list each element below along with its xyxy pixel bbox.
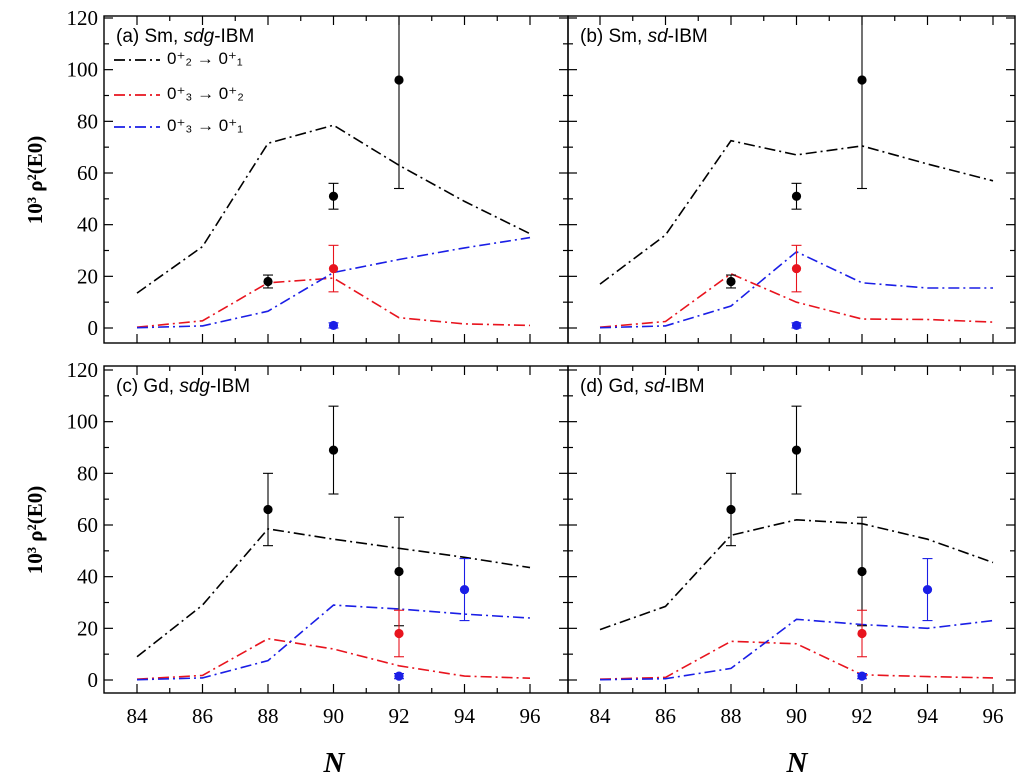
panel-marks [599,405,994,681]
x-tick-label: 92 [852,704,873,728]
x-axis-title-right: N [786,747,809,779]
panel-label-part: (a) Sm, [116,26,184,47]
x-axis-title-left: N [323,747,346,779]
y-tick-label: 20 [77,264,98,288]
legend-label-s32: 0⁺₃ → 0⁺₂ [167,84,244,103]
legend: 0⁺₂ → 0⁺₁ 0⁺₃ → 0⁺₂ 0⁺₃ → 0⁺₁ [114,49,244,135]
data-point [394,671,404,681]
panel-label-part: (c) Gd, [116,376,179,397]
y-tick-label: 60 [77,161,98,185]
data-point [791,263,802,274]
series-line-s31 [136,604,531,681]
data-point [394,628,404,639]
x-tick-label: 96 [520,704,541,728]
series-line-s32 [136,637,531,680]
x-tick-label: 84 [590,704,612,728]
series-line-s31 [136,236,531,329]
x-tick-label: 86 [192,704,213,728]
x-tick-label: 88 [721,704,742,728]
panel-a: 0 20 40 60 80 100 120 (a) Sm, sdg-IBM [67,6,569,344]
data-point [328,320,339,331]
data-point [263,276,273,287]
data-point [726,276,736,287]
panel-label-part: -IBM [214,26,254,47]
y-tick-label: 120 [67,358,99,382]
panel-label-part: sd [648,26,670,47]
x-tick-label: 88 [258,704,279,728]
series-line-s31 [599,618,994,681]
data-point [857,671,867,681]
y-tick-label: 0 [88,316,99,340]
panel-marks [136,16,531,331]
panel-label-part: (b) Sm, [580,26,648,47]
x-tick-label: 84 [127,704,149,728]
data-point [328,445,339,455]
y-tick-label: 0 [88,668,99,692]
panel-label: (d) Gd, sd-IBM [580,376,705,397]
series-line-s32 [136,277,531,328]
series-line-s32 [599,272,994,328]
series-line-s21 [136,528,531,658]
data-point [791,320,802,331]
panel-c: 84 86 88 90 92 94 96 0 20 40 60 80 100 120 (c) Gd, sdg… [67,358,569,728]
panel-label-part: sdg [184,26,215,47]
data-point [459,584,470,595]
data-point [857,566,867,577]
panel-label-part: -IBM [664,376,704,397]
panel-label-part: sdg [179,376,210,397]
data-point [726,504,736,515]
data-point [857,628,867,639]
x-tick-label: 90 [323,704,344,728]
panel-label-part: sd [644,376,666,397]
series-line-s32 [599,640,994,680]
panel-label: (c) Gd, sdg-IBM [116,376,250,397]
series-line-s21 [599,518,994,631]
x-tick-label: 90 [786,704,807,728]
x-tick-label: 94 [454,704,476,728]
data-point [394,566,404,577]
y-axis-title-top: 10³ ρ²(E0) [23,136,47,225]
panel-label: (a) Sm, sdg-IBM [116,26,254,47]
y-axis-title-bottom: 10³ ρ²(E0) [23,486,47,575]
y-tick-label: 100 [67,58,99,82]
y-tick-label: 120 [67,6,99,30]
panel-d: 84 86 88 90 92 94 96 (d) Gd, sd-IBM [567,365,1016,728]
data-point [857,75,867,85]
panel-label-part: -IBM [210,376,250,397]
data-point [791,445,802,455]
data-point [263,504,273,515]
panel-label-part: (d) Gd, [580,376,644,397]
x-tick-label: 94 [917,704,939,728]
x-tick-label: 96 [983,704,1004,728]
x-tick-label: 86 [655,704,676,728]
y-tick-label: 40 [77,565,98,589]
y-tick-label: 20 [77,616,98,640]
series-line-s21 [136,124,531,294]
data-point [328,263,339,274]
panel-frame [567,365,1016,694]
panel-frame [103,365,569,694]
panel-b: (b) Sm, sd-IBM [567,15,1016,344]
legend-label-s31: 0⁺₃ → 0⁺₁ [167,116,243,135]
data-point [791,191,802,201]
y-tick-label: 40 [77,213,98,237]
legend-label-s21: 0⁺₂ → 0⁺₁ [167,49,243,68]
panel-label-part: -IBM [668,26,708,47]
data-point [328,191,339,201]
x-tick-label: 92 [389,704,410,728]
panel-frame [567,15,1016,344]
data-point [394,75,404,85]
y-tick-label: 80 [77,461,98,485]
panel-label: (b) Sm, sd-IBM [580,26,708,47]
data-point [922,584,933,595]
panel-marks [136,405,531,681]
y-tick-label: 60 [77,513,98,537]
y-tick-label: 100 [67,410,99,434]
y-tick-label: 80 [77,109,98,133]
panel-marks [599,16,994,331]
